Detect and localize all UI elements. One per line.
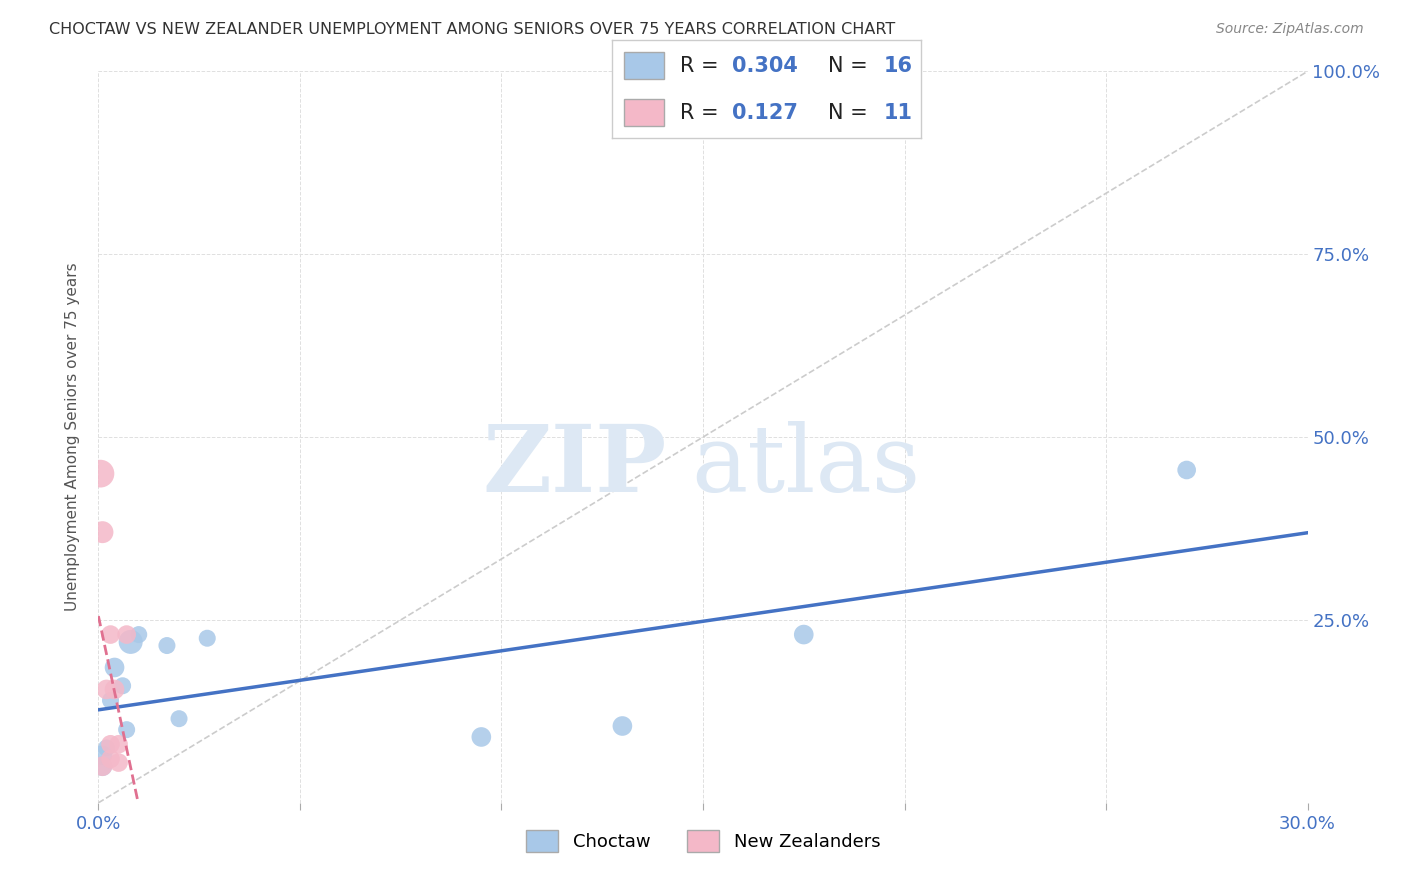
Point	[107, 737, 129, 751]
Bar	[624, 99, 664, 127]
Bar	[624, 52, 664, 79]
Text: atlas: atlas	[690, 421, 920, 511]
Legend: Choctaw, New Zealanders: Choctaw, New Zealanders	[519, 823, 887, 860]
Point	[120, 635, 142, 649]
Text: 0.304: 0.304	[733, 55, 799, 76]
Point	[115, 627, 138, 641]
Y-axis label: Unemployment Among Seniors over 75 years: Unemployment Among Seniors over 75 years	[65, 263, 80, 611]
Point	[96, 740, 118, 755]
Point	[470, 730, 492, 744]
Text: 11: 11	[884, 103, 912, 123]
Point	[91, 759, 114, 773]
Point	[1175, 463, 1198, 477]
Point	[100, 752, 122, 766]
Point	[111, 679, 134, 693]
Text: CHOCTAW VS NEW ZEALANDER UNEMPLOYMENT AMONG SENIORS OVER 75 YEARS CORRELATION CH: CHOCTAW VS NEW ZEALANDER UNEMPLOYMENT AM…	[49, 22, 896, 37]
Text: N =: N =	[828, 55, 875, 76]
Point	[103, 660, 125, 674]
Point	[91, 759, 114, 773]
Point	[128, 627, 150, 641]
Text: Source: ZipAtlas.com: Source: ZipAtlas.com	[1216, 22, 1364, 37]
Point	[167, 712, 190, 726]
Point	[793, 627, 815, 641]
Text: R =: R =	[679, 103, 731, 123]
Text: 0.127: 0.127	[733, 103, 799, 123]
Point	[96, 682, 118, 697]
Point	[612, 719, 634, 733]
Point	[100, 737, 122, 751]
Text: 16: 16	[884, 55, 912, 76]
Point	[156, 639, 179, 653]
Point	[103, 682, 125, 697]
Text: N =: N =	[828, 103, 875, 123]
Point	[115, 723, 138, 737]
Point	[195, 632, 218, 646]
Text: R =: R =	[679, 55, 725, 76]
Point	[100, 693, 122, 707]
Point	[107, 756, 129, 770]
Text: ZIP: ZIP	[482, 421, 666, 511]
Point	[100, 627, 122, 641]
Point	[89, 467, 111, 481]
Point	[91, 748, 114, 763]
Point	[91, 525, 114, 540]
